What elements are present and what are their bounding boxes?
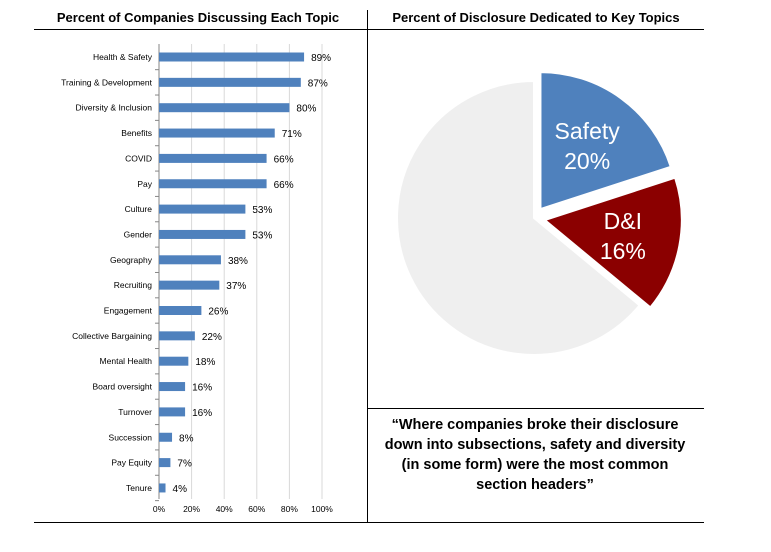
bar [159, 204, 246, 214]
bar-value-label: 8% [179, 433, 194, 444]
category-label: Training & Development [61, 77, 153, 87]
category-label: Tenure [126, 483, 152, 493]
category-label: Pay Equity [111, 458, 152, 468]
bar [159, 229, 246, 239]
pie-slice-label: Safety [555, 118, 621, 144]
bar-value-label: 4% [173, 484, 188, 495]
category-label: Recruiting [114, 280, 153, 290]
bar-value-label: 7% [177, 459, 192, 470]
category-label: Mental Health [100, 356, 153, 366]
bottom-border [34, 522, 704, 523]
category-label: Health & Safety [93, 52, 153, 62]
bar [159, 483, 166, 493]
bar-value-label: 16% [192, 383, 212, 394]
bar-value-label: 53% [252, 205, 272, 216]
bar [159, 407, 186, 417]
bar [159, 382, 186, 392]
category-label: Engagement [104, 306, 153, 316]
bar-value-label: 87% [308, 78, 328, 89]
pie-slice [542, 176, 683, 309]
x-tick-label: 0% [153, 504, 166, 514]
bar [159, 306, 202, 315]
bar [159, 153, 267, 163]
bar [159, 179, 267, 189]
bar [159, 255, 221, 265]
pie-slice-value-label: 20% [564, 148, 610, 174]
category-label: Board oversight [92, 382, 152, 392]
category-label: Collective Bargaining [72, 331, 152, 341]
category-label: Turnover [118, 407, 152, 417]
x-tick-label: 100% [311, 504, 333, 514]
bar-value-label: 71% [282, 129, 302, 140]
bar [159, 458, 171, 468]
x-tick-label: 60% [248, 504, 265, 514]
category-label: Diversity & Inclusion [75, 103, 152, 113]
bar [159, 432, 173, 442]
x-tick-label: 20% [183, 504, 200, 514]
right-chart-title: Percent of Disclosure Dedicated to Key T… [392, 10, 680, 25]
bar-value-label: 22% [202, 332, 222, 343]
category-label: COVID [125, 153, 152, 163]
category-label: Geography [110, 255, 153, 265]
bar [159, 280, 220, 290]
quote-divider [368, 408, 704, 409]
bar-value-label: 16% [192, 408, 212, 419]
category-label: Benefits [121, 128, 152, 138]
category-label: Culture [125, 204, 153, 214]
bar-value-label: 38% [228, 256, 248, 267]
bar [159, 77, 301, 87]
bar [159, 128, 275, 138]
bar-value-label: 18% [195, 357, 215, 368]
x-tick-label: 40% [216, 504, 233, 514]
quote-text: “Where companies broke their disclosure … [384, 417, 686, 493]
bar-value-label: 66% [274, 180, 294, 191]
category-label: Pay [137, 179, 152, 189]
x-tick-label: 80% [281, 504, 298, 514]
pie-slice [539, 71, 673, 211]
category-label: Succession [109, 432, 153, 442]
category-label: Gender [124, 229, 153, 239]
bar [159, 356, 189, 366]
pie-slice-label: D&I [604, 208, 642, 234]
pie-slice-value-label: 16% [600, 238, 646, 264]
bar [159, 331, 195, 341]
top-border [34, 29, 704, 30]
bar-value-label: 66% [274, 154, 294, 165]
panel-divider [367, 10, 368, 523]
bar-value-label: 53% [252, 230, 272, 241]
bar-value-label: 89% [311, 53, 331, 64]
pie-slice [396, 79, 641, 356]
bar-value-label: 80% [296, 104, 316, 115]
bar-value-label: 37% [226, 281, 246, 292]
bar [159, 103, 290, 113]
left-chart-title: Percent of Companies Discussing Each Top… [56, 10, 340, 25]
bar [159, 52, 305, 62]
bar-value-label: 26% [208, 307, 228, 318]
